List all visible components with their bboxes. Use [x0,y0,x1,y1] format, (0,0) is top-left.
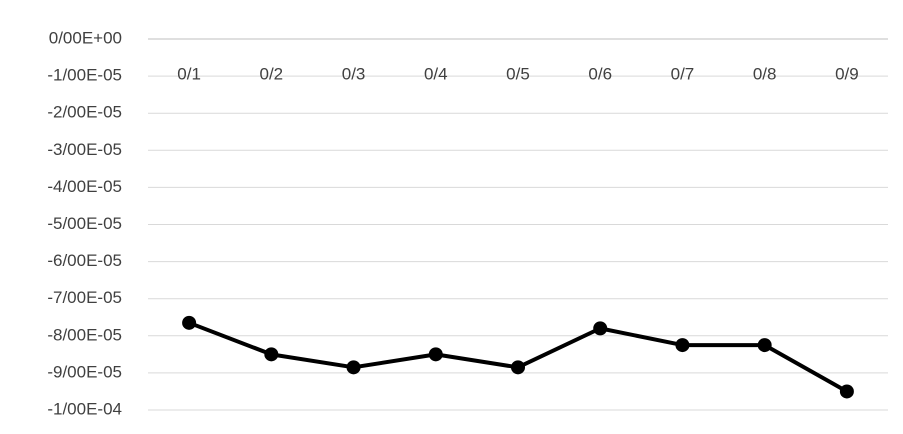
x-tick-label: 0/3 [342,64,366,83]
data-point [593,321,608,336]
y-tick-label: -5/00E-05 [47,214,122,233]
data-line [188,320,848,394]
y-tick-label: -6/00E-05 [47,251,122,270]
y-tick-label: -1/00E-04 [47,399,122,418]
data-point [511,360,525,375]
x-tick-label: 0/2 [260,64,284,83]
x-tick-label: 0/6 [588,64,612,83]
y-tick-label: -3/00E-05 [47,140,122,159]
data-point [346,360,361,375]
data-point [182,315,197,330]
data-point [264,347,279,362]
x-tick-label: 0/8 [753,64,777,83]
data-point [675,338,690,353]
data-point [428,347,443,362]
y-tick-label: -7/00E-05 [47,288,122,307]
y-tick-label: -2/00E-05 [47,103,122,122]
data-point [757,338,772,353]
y-tick-label: 0/00E+00 [49,28,122,47]
x-tick-label: 0/7 [671,64,695,83]
y-tick-label: -1/00E-05 [47,66,122,85]
x-tick-label: 0/1 [177,64,201,83]
x-tick-label: 0/5 [506,64,530,83]
y-tick-label: -4/00E-05 [47,177,122,196]
x-tick-label: 0/4 [424,64,448,83]
y-tick-label: -8/00E-05 [47,325,122,344]
x-tick-label: 0/9 [835,64,859,83]
data-point [839,384,854,399]
y-tick-label: -9/00E-05 [47,362,122,381]
